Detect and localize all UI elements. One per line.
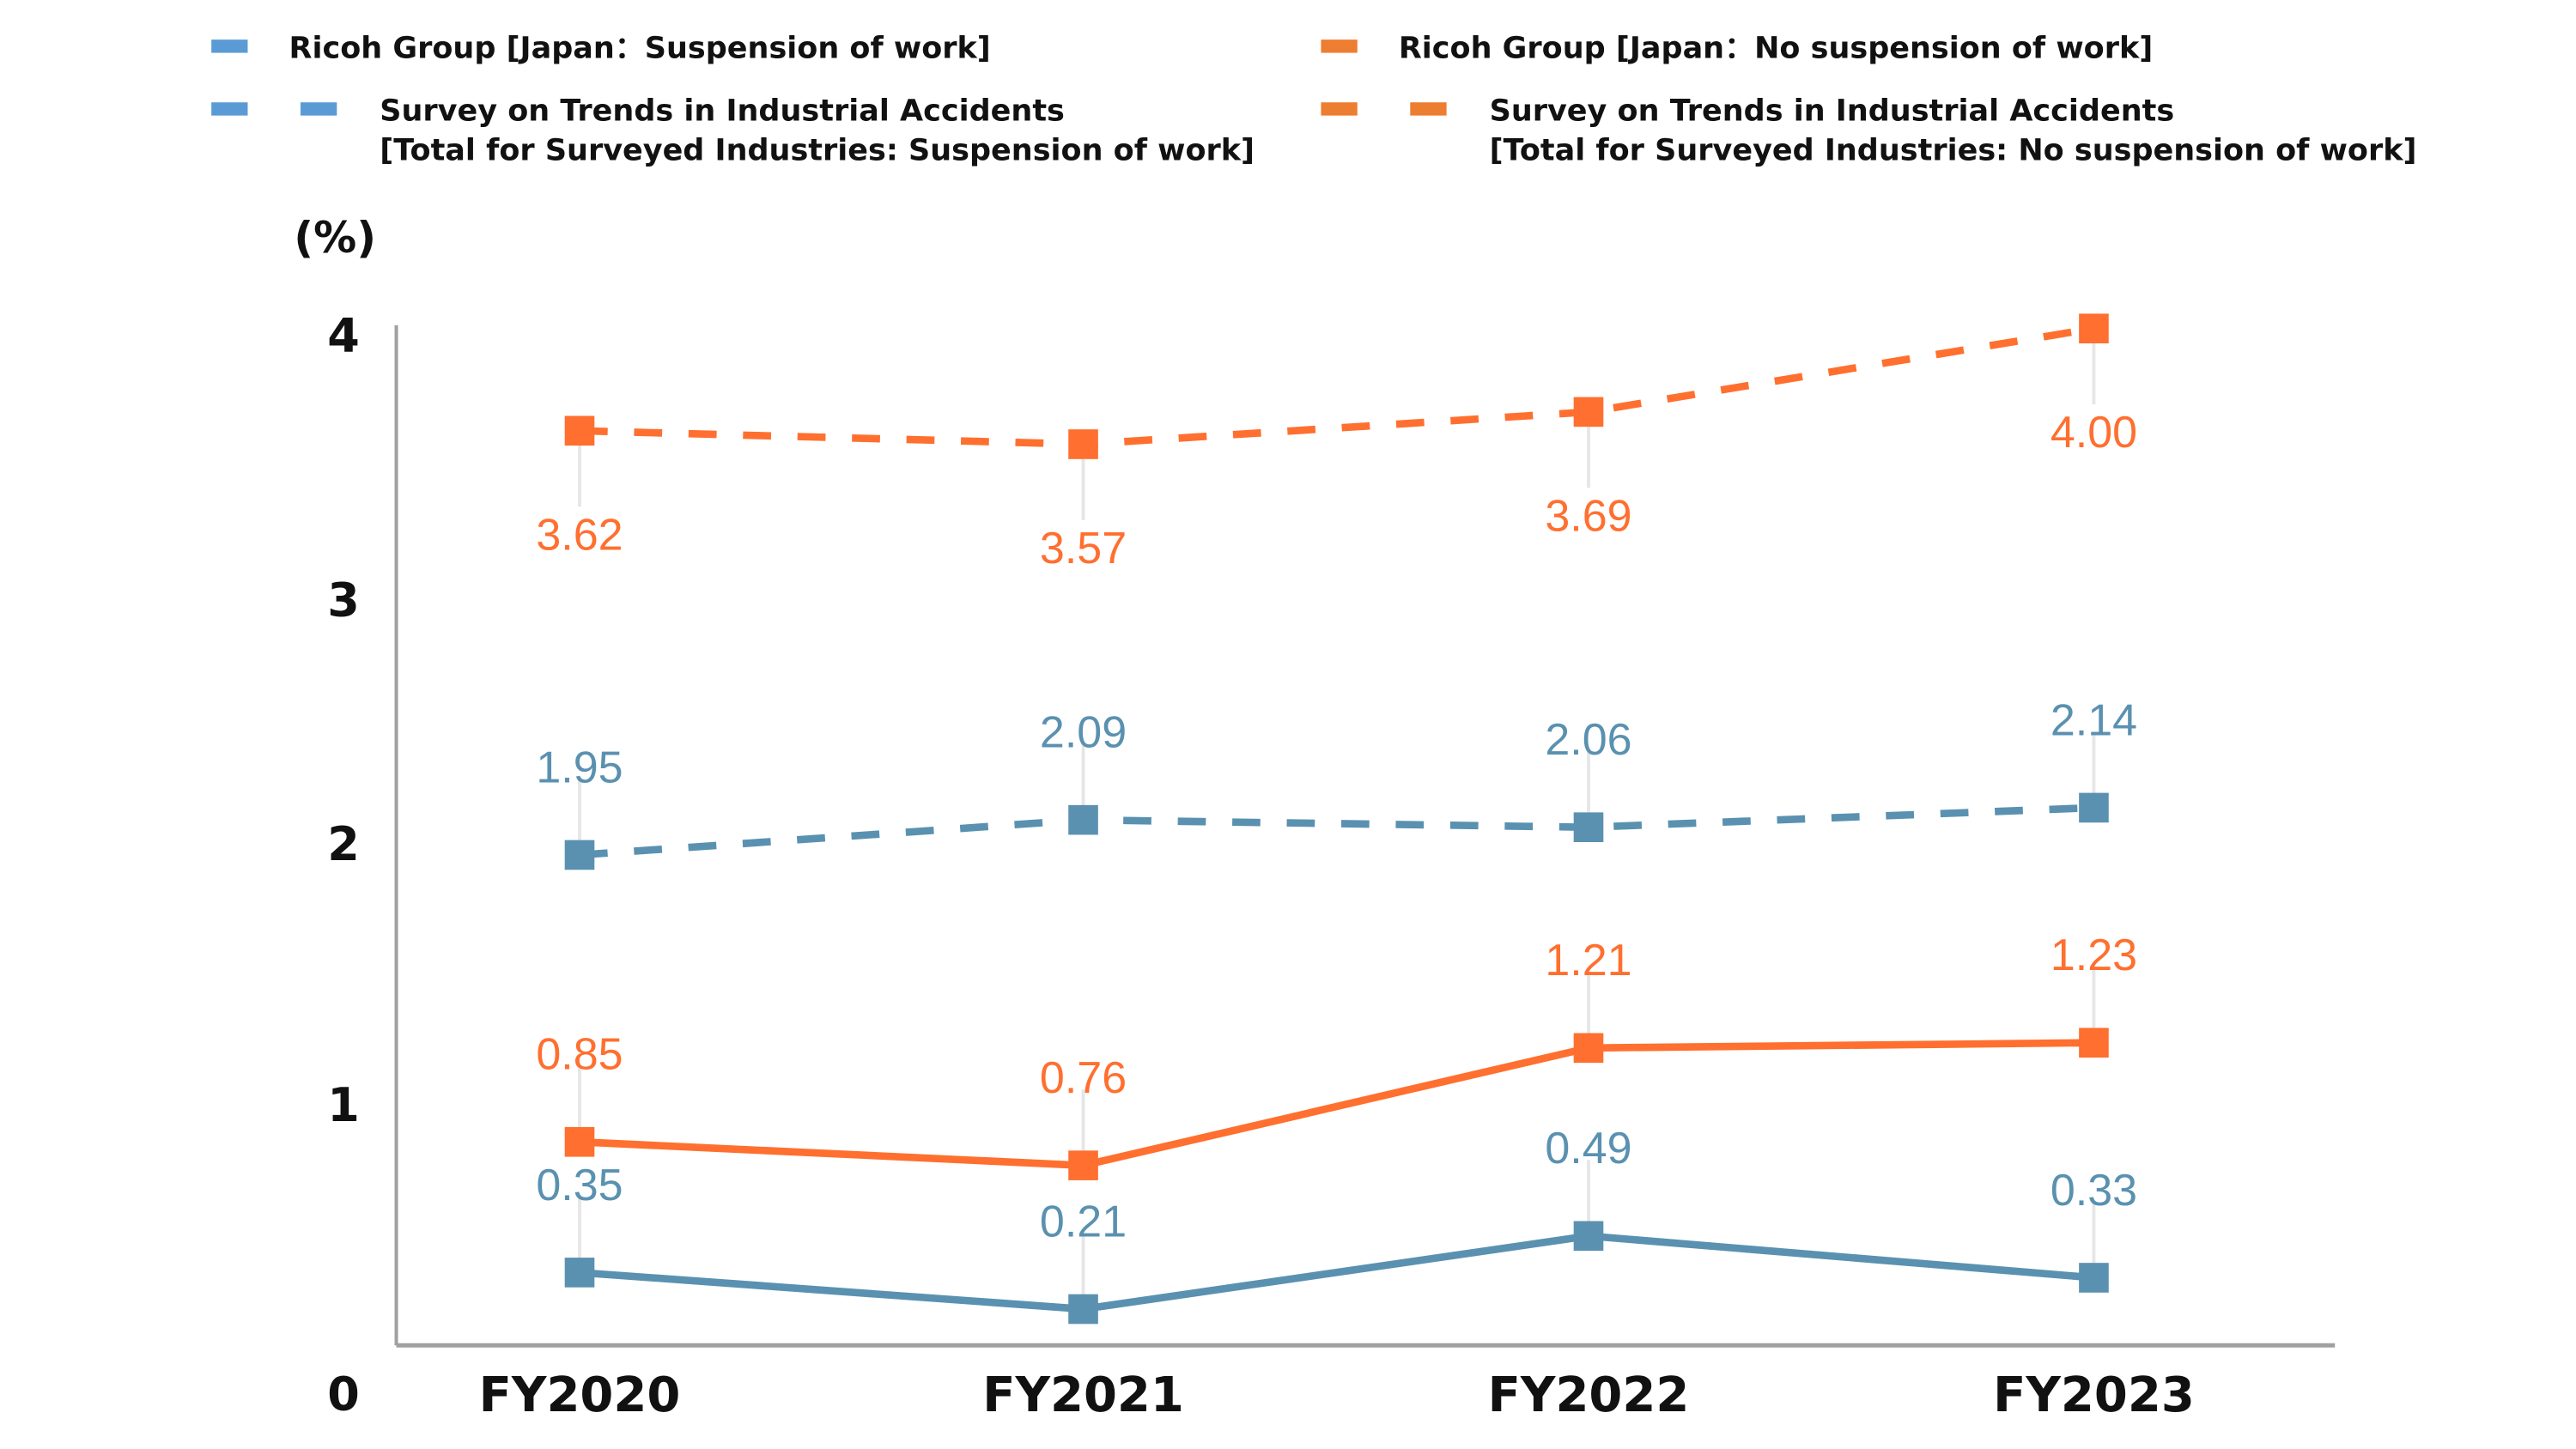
series-lines: [579, 324, 2095, 1313]
y-tick-label-4: 4: [327, 309, 360, 363]
legend-label-3-line-0: Survey on Trends in Industrial Accidents: [1490, 94, 2175, 128]
marker-2-fy2022: [1573, 1033, 1604, 1064]
legend-item-3: Survey on Trends in Industrial Accidents…: [1321, 94, 2417, 168]
data-labels: 3.62 3.57 3.69 4.00 1.95 2.09 2.06 2.14 0.85 0.76…: [536, 408, 2137, 1246]
legend-label-1-line-0: Ricoh Group [Japan：No suspension of work…: [1399, 31, 2153, 65]
y-tick-label-2: 2: [327, 817, 360, 871]
x-tick-label-fy2020: FY2020: [479, 1367, 681, 1423]
data-label-0-fy2023: 4.00: [2050, 408, 2137, 458]
marker-2-fy2020: [564, 1126, 595, 1157]
legend-item-1: Ricoh Group [Japan：No suspension of work…: [1321, 31, 2153, 65]
series-line-1-dashed: [579, 803, 2094, 859]
legend-label-2-line-0: Survey on Trends in Industrial Accidents: [380, 94, 1065, 128]
marker-1-fy2023: [2079, 792, 2109, 823]
legend-item-2: Survey on Trends in Industrial Accidents…: [211, 94, 1255, 168]
marker-2-fy2021: [1068, 1150, 1098, 1180]
label-leader-lines: [578, 343, 2096, 1294]
legend-swatch-2: [211, 102, 248, 116]
legend-swatch-3: [1321, 102, 1358, 116]
data-label-1-fy2022: 2.06: [1545, 715, 1631, 765]
legend-swatch-1: [1321, 39, 1358, 53]
x-axis-ticks: FY2020 FY2021 FY2022 FY2023: [479, 1367, 2195, 1423]
legend-swatch-dash-2: [301, 102, 337, 116]
data-label-2-fy2023: 1.23: [2050, 931, 2137, 980]
series-line-3-solid: [579, 1232, 2094, 1313]
data-label-3-fy2021: 0.21: [1040, 1197, 1127, 1246]
data-label-1-fy2021: 2.09: [1040, 708, 1127, 758]
data-label-3-fy2023: 0.33: [2050, 1166, 2137, 1216]
x-tick-label-fy2022: FY2022: [1488, 1367, 1690, 1423]
legend-swatch-dash-3: [1410, 102, 1447, 116]
marker-1-fy2020: [564, 840, 595, 870]
data-label-0-fy2022: 3.69: [1545, 491, 1631, 541]
y-tick-label-3: 3: [327, 573, 360, 627]
series-line-0-dashed: [579, 324, 2095, 448]
marker-3-fy2022: [1573, 1221, 1604, 1252]
marker-2-fy2023: [2079, 1028, 2109, 1058]
marker-3-fy2021: [1068, 1294, 1098, 1325]
marker-0-fy2021: [1068, 429, 1098, 459]
data-label-1-fy2023: 2.14: [2050, 695, 2137, 745]
marker-1-fy2021: [1068, 804, 1098, 835]
marker-0-fy2023: [2079, 313, 2109, 343]
legend-label-0-line-0: Ricoh Group [Japan：Suspension of work]: [289, 31, 991, 65]
marker-3-fy2020: [564, 1258, 595, 1288]
data-label-2-fy2022: 1.21: [1545, 936, 1631, 985]
marker-0-fy2022: [1573, 397, 1604, 427]
legend: Ricoh Group [Japan：Suspension of work] Ri…: [211, 31, 2417, 168]
legend-item-0: Ricoh Group [Japan：Suspension of work]: [211, 31, 991, 65]
marker-1-fy2022: [1573, 812, 1604, 842]
legend-label-3-line-1: [Total for Surveyed Industries: No suspe…: [1490, 134, 2417, 168]
y-axis-unit-label: (%): [294, 213, 376, 263]
series-markers: [564, 313, 2109, 1325]
x-tick-label-fy2023: FY2023: [1993, 1367, 2195, 1423]
legend-swatch-0: [211, 39, 248, 53]
data-label-0-fy2020: 3.62: [536, 510, 623, 560]
legend-label-2-line-1: [Total for Surveyed Industries: Suspensi…: [380, 134, 1255, 168]
data-label-2-fy2021: 0.76: [1040, 1053, 1127, 1103]
data-label-1-fy2020: 1.95: [536, 743, 623, 792]
marker-3-fy2023: [2079, 1263, 2109, 1293]
x-tick-label-fy2021: FY2021: [982, 1367, 1184, 1423]
y-tick-label-1: 1: [327, 1078, 360, 1132]
data-label-3-fy2020: 0.35: [536, 1161, 623, 1210]
y-tick-label-0: 0: [327, 1367, 360, 1421]
y-axis-ticks: 0 1 2 3 4: [327, 309, 360, 1422]
data-label-3-fy2022: 0.49: [1545, 1124, 1631, 1173]
data-label-0-fy2021: 3.57: [1040, 524, 1127, 573]
marker-0-fy2020: [564, 415, 595, 446]
data-label-2-fy2020: 0.85: [536, 1030, 623, 1080]
series-line-2-solid: [579, 1039, 2094, 1169]
